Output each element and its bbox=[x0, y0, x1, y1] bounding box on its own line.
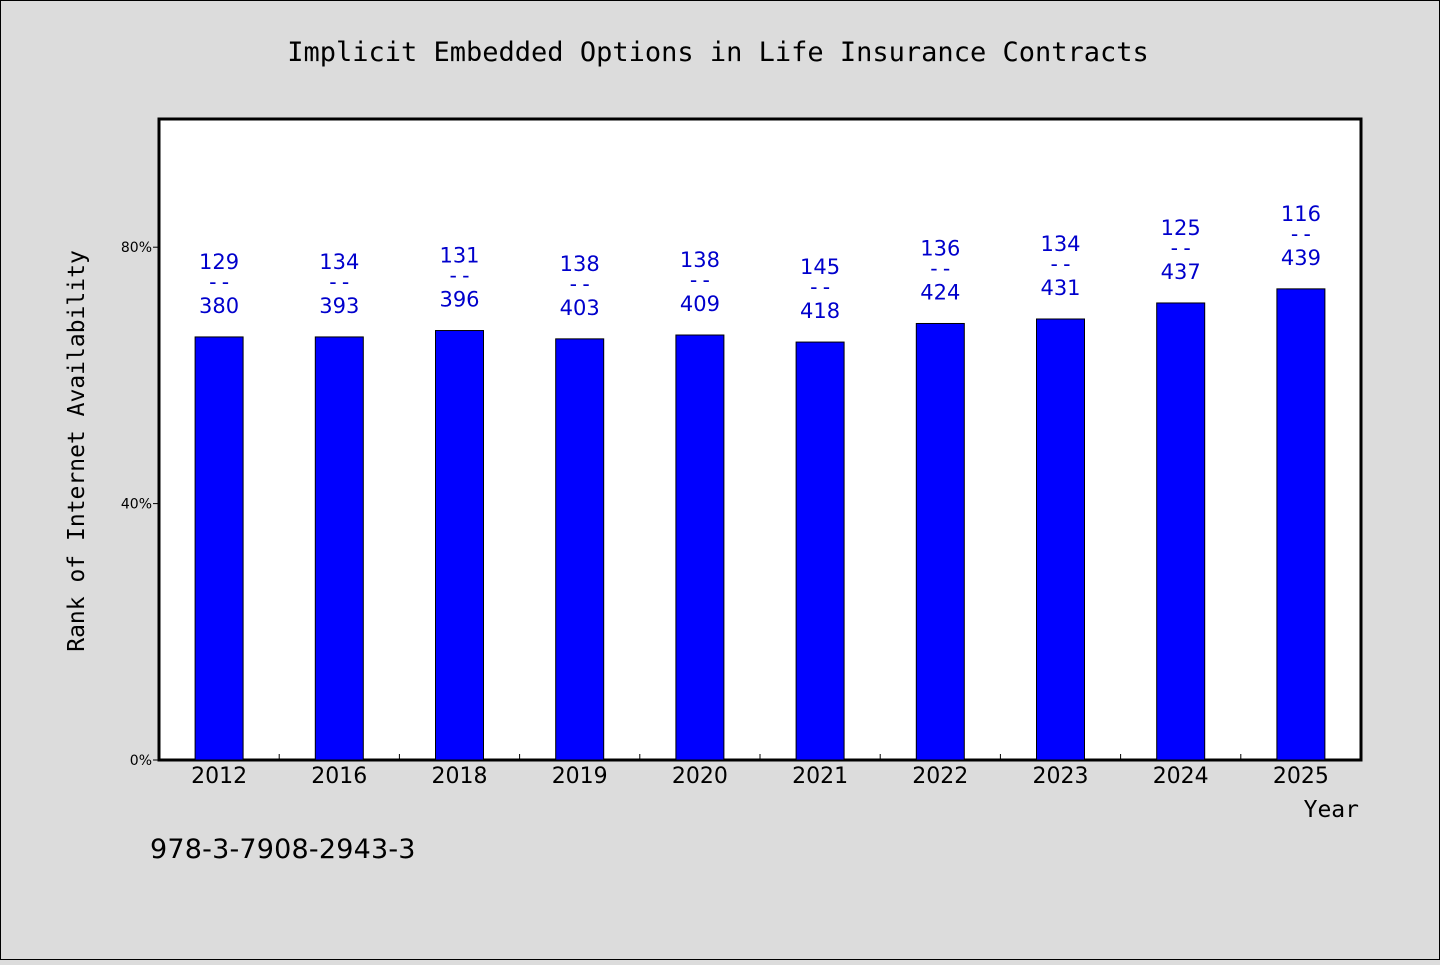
bar-label-top-2019: 138 bbox=[560, 252, 600, 276]
bar-label-sep-2012: -- bbox=[206, 270, 231, 294]
y-axis-label: Rank of Internet Availability bbox=[64, 250, 90, 652]
x-tick-label-2020: 2020 bbox=[672, 764, 728, 789]
bar-label-top-2021: 145 bbox=[800, 255, 840, 279]
y-tick-label-0: 0% bbox=[130, 753, 152, 769]
bar-2018 bbox=[435, 330, 484, 761]
bar-series bbox=[194, 288, 1326, 761]
bar-label-sep-2024: -- bbox=[1168, 236, 1193, 260]
y-tick-label-1: 40% bbox=[121, 497, 152, 513]
x-axis-label: Year bbox=[1304, 797, 1359, 823]
bar-label-sep-2020: -- bbox=[687, 268, 712, 292]
bar-label-bottom-2018: 396 bbox=[439, 288, 479, 312]
bar-2012 bbox=[194, 336, 244, 761]
bar-label-sep-2018: -- bbox=[447, 264, 472, 288]
x-tick-label-2021: 2021 bbox=[792, 764, 848, 789]
bar-label-bottom-2016: 393 bbox=[319, 294, 359, 318]
bar-2020 bbox=[675, 334, 725, 761]
bar-label-bottom-2023: 431 bbox=[1040, 276, 1080, 300]
bar-label-sep-2022: -- bbox=[928, 256, 953, 280]
bar-label-top-2022: 136 bbox=[920, 236, 960, 260]
bar-labels: 129--380134--393131--396138--403138--409… bbox=[199, 202, 1321, 323]
bar-label-top-2024: 125 bbox=[1161, 216, 1201, 240]
bar-2021 bbox=[795, 341, 845, 761]
x-tick-label-2019: 2019 bbox=[552, 764, 608, 789]
bar-2023 bbox=[1036, 318, 1085, 761]
bar-2024 bbox=[1156, 302, 1206, 761]
x-tick-label-2025: 2025 bbox=[1273, 764, 1329, 789]
bar-2016 bbox=[314, 336, 364, 761]
y-tick-label-2: 80% bbox=[121, 240, 152, 256]
bar-label-sep-2021: -- bbox=[807, 275, 832, 299]
bar-label-sep-2019: -- bbox=[567, 272, 592, 296]
bar-label-bottom-2024: 437 bbox=[1161, 260, 1201, 284]
bar-label-top-2016: 134 bbox=[319, 250, 359, 274]
bar-label-bottom-2022: 424 bbox=[920, 280, 960, 304]
bar-label-bottom-2020: 409 bbox=[680, 292, 720, 316]
bar-label-top-2018: 131 bbox=[439, 244, 479, 268]
bar-label-bottom-2021: 418 bbox=[800, 299, 840, 323]
bar-label-top-2025: 116 bbox=[1281, 202, 1321, 226]
bar-label-top-2012: 129 bbox=[199, 250, 239, 274]
bar-label-bottom-2025: 439 bbox=[1281, 246, 1321, 270]
bar-label-sep-2025: -- bbox=[1288, 222, 1313, 246]
bar-label-top-2020: 138 bbox=[680, 248, 720, 272]
x-tick-label-2023: 2023 bbox=[1033, 764, 1089, 789]
x-tick-label-2022: 2022 bbox=[912, 764, 968, 789]
isbn-footer: 978-3-7908-2943-3 bbox=[150, 834, 416, 865]
bar-label-top-2023: 134 bbox=[1040, 232, 1080, 256]
x-tick-label-2024: 2024 bbox=[1153, 764, 1209, 789]
bar-label-bottom-2012: 380 bbox=[199, 294, 239, 318]
bar-2022 bbox=[915, 322, 965, 761]
y-axis: 0% 40% 80% bbox=[121, 240, 159, 769]
bar-label-bottom-2019: 403 bbox=[560, 296, 600, 320]
x-tick-label-2012: 2012 bbox=[191, 764, 247, 789]
x-tick-label-2018: 2018 bbox=[432, 764, 488, 789]
x-axis: 2012 2016 2018 2019 2020 2021 2022 2023 2024 2025 bbox=[191, 754, 1329, 789]
bar-label-sep-2023: -- bbox=[1048, 252, 1073, 276]
bar-2019 bbox=[555, 338, 605, 761]
bar-label-sep-2016: -- bbox=[327, 270, 352, 294]
x-tick-label-2016: 2016 bbox=[311, 764, 367, 789]
bar-2025 bbox=[1276, 288, 1326, 761]
chart-title: Implicit Embedded Options in Life Insura… bbox=[287, 37, 1149, 68]
